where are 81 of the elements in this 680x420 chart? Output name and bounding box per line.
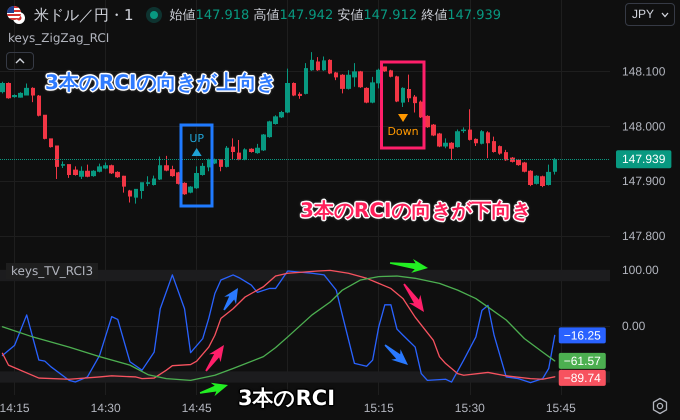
data-label: −61.57 — [564, 354, 602, 368]
candlestick — [49, 138, 53, 148]
candlestick — [334, 71, 338, 81]
candlestick — [231, 138, 235, 160]
candlestick — [237, 139, 241, 161]
candlestick — [292, 82, 296, 97]
candlestick — [310, 52, 314, 72]
data-label: −16.25 — [564, 328, 602, 342]
candlestick — [395, 75, 399, 103]
dropdown: JPY — [625, 3, 675, 26]
text: keys_TV_RCI3 — [6, 263, 98, 279]
candlestick — [540, 175, 545, 188]
annotation: 3本のRCIの向きが下向き — [300, 198, 532, 222]
candlestick — [449, 142, 454, 160]
x-tick-label: 15:15 — [364, 401, 394, 415]
candlestick — [486, 130, 490, 159]
candlestick — [146, 176, 150, 187]
candlestick — [67, 164, 71, 178]
candlestick — [219, 158, 223, 172]
candlestick — [328, 58, 332, 75]
candlestick — [37, 94, 41, 117]
annotation: 3本のRCI — [238, 386, 336, 412]
x-tick-label: 14:45 — [182, 401, 212, 415]
candlestick — [389, 69, 393, 78]
candlestick — [128, 189, 132, 204]
candlestick — [122, 175, 126, 194]
candlestick — [316, 56, 320, 72]
candlestick — [140, 182, 144, 200]
chart-title: 米ドル／円・1 — [34, 6, 134, 24]
y-axis-title: JPY — [632, 7, 654, 21]
data-label: −89.74 — [564, 370, 602, 385]
candlestick — [43, 114, 47, 140]
candlestick — [152, 175, 156, 186]
candlestick — [480, 130, 484, 145]
candlestick — [364, 86, 369, 104]
candlestick — [0, 81, 5, 94]
candlestick — [340, 74, 345, 94]
y-tick-label: 100.00 — [622, 262, 660, 277]
y-tick-label: 148.100 — [622, 64, 666, 78]
y-tick-label: 0.00 — [622, 319, 646, 334]
candlestick — [443, 138, 448, 149]
ref-line-label: 147.939 — [622, 152, 666, 166]
y-tick-label: 147.800 — [622, 229, 666, 244]
candlestick — [358, 70, 363, 88]
candlestick — [401, 86, 405, 108]
candlestick — [546, 164, 551, 186]
candlestick — [504, 149, 508, 162]
candlestick — [468, 108, 472, 142]
candlestick — [322, 56, 326, 72]
annotation: keys_ZigZag_RCI — [8, 31, 110, 46]
x-tick-label: 14:15 — [0, 401, 30, 415]
candlestick — [413, 94, 417, 114]
candlestick — [474, 138, 478, 147]
y-tick-label: 148.000 — [622, 119, 666, 134]
candlestick — [534, 174, 539, 185]
candlestick — [6, 82, 11, 100]
candlestick — [407, 74, 411, 103]
candlestick — [304, 62, 308, 95]
x-tick-label: 14:30 — [90, 401, 121, 415]
candlestick — [498, 144, 502, 156]
candlestick — [298, 92, 302, 100]
annotation: UP — [189, 132, 204, 146]
candlestick — [73, 166, 78, 176]
candlestick — [383, 66, 387, 72]
candlestick — [134, 188, 138, 204]
annotation: 3本のRCIの向きが上向き — [45, 70, 276, 94]
candlestick — [492, 136, 496, 154]
candlestick — [55, 144, 59, 180]
x-tick-label: 15:30 — [454, 401, 486, 415]
candlestick — [419, 100, 423, 119]
candlestick — [79, 166, 84, 180]
candlestick — [461, 126, 466, 134]
y-tick-label: 147.900 — [622, 174, 666, 188]
candlestick — [455, 129, 460, 148]
x-tick-label: 15:45 — [546, 401, 576, 415]
annotation: Down — [387, 125, 419, 138]
candlestick — [31, 86, 35, 103]
text: 始値147.918 高値147.942 安値147.912 終値147.939 — [170, 8, 502, 23]
candlestick — [85, 164, 90, 178]
candlestick — [249, 148, 254, 154]
candlestick — [182, 182, 187, 196]
